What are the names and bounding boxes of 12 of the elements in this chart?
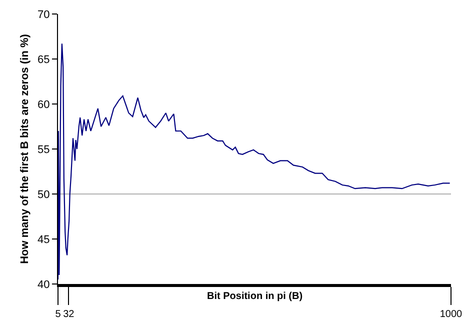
y-axis-title: How many of the first B bits are zeros (in %) [19, 34, 32, 264]
y-tick-label: 70 [38, 8, 50, 21]
y-tick-label: 55 [38, 144, 50, 156]
y-tick-label: 50 [38, 188, 50, 201]
x-tick-label: 32 [63, 308, 75, 320]
y-tick-label: 40 [38, 278, 50, 291]
y-tick-label: 45 [38, 234, 50, 246]
x-tick-label: 1000 [440, 308, 463, 320]
x-tick-label: 5 [55, 308, 62, 320]
x-axis-title: Bit Position in pi (B) [207, 291, 303, 302]
y-tick-label: 65 [38, 54, 50, 66]
y-tick-label: 60 [38, 98, 50, 111]
